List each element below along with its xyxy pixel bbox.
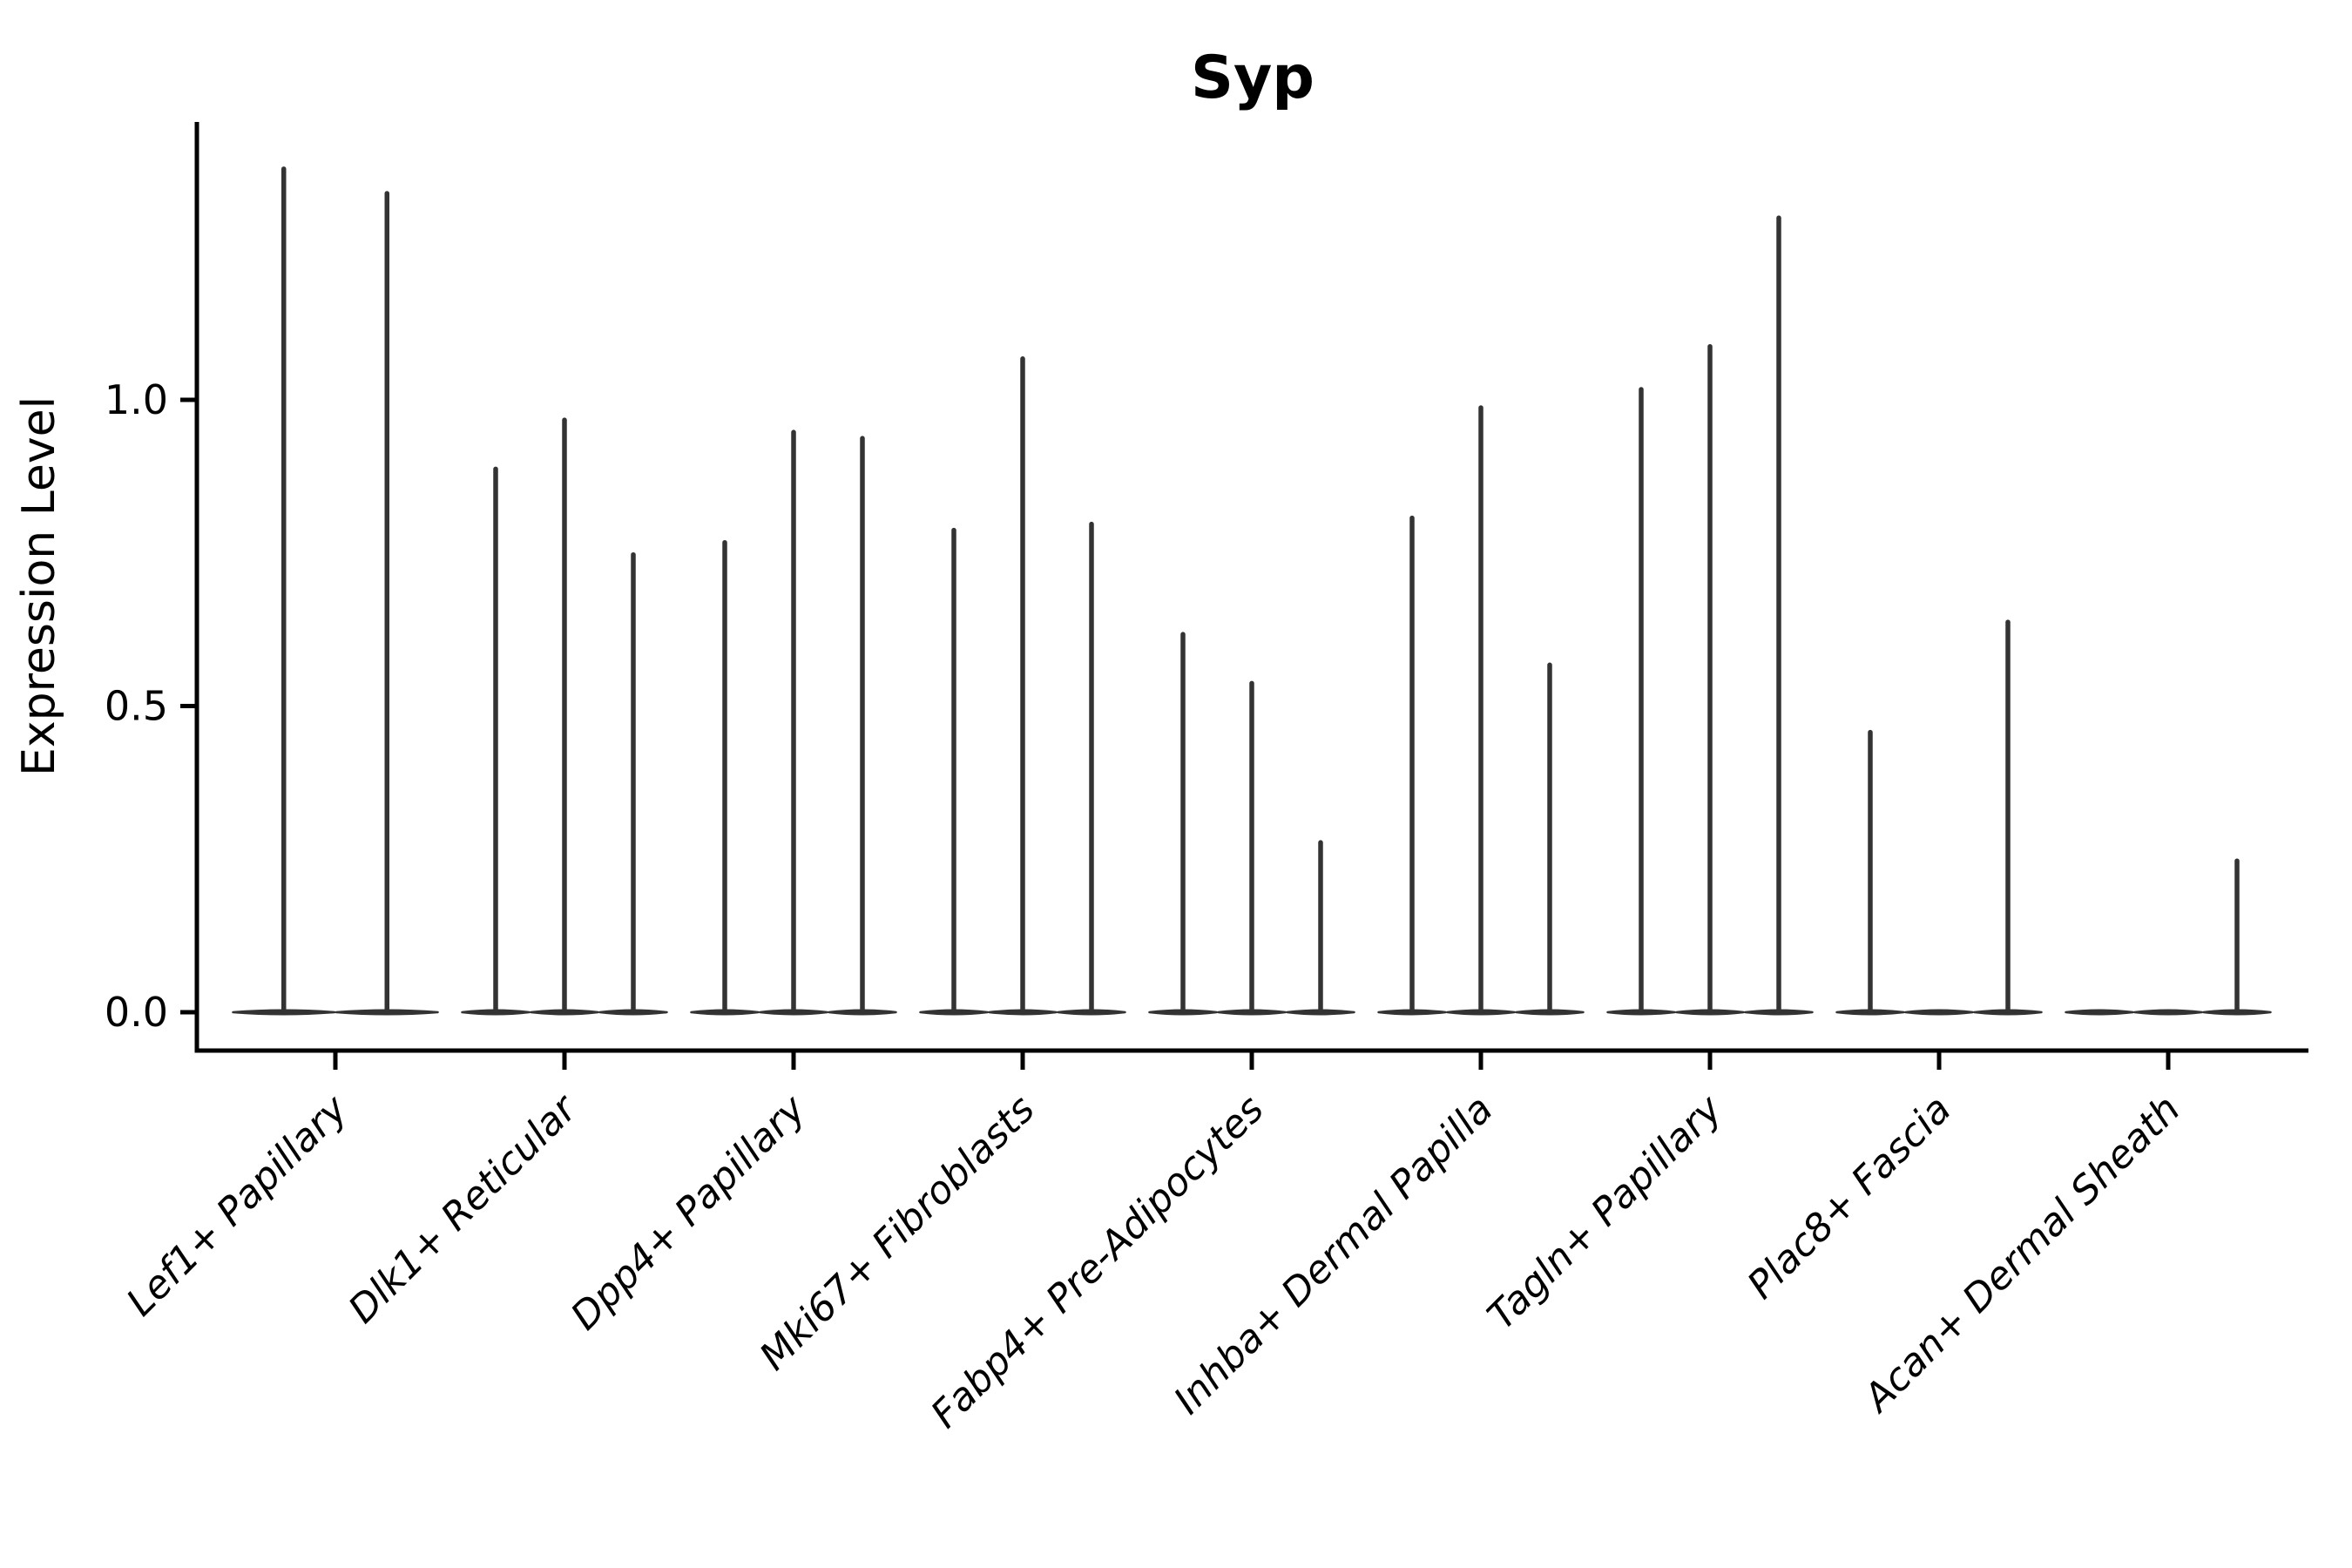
y-tick-label: 0.5 <box>105 683 168 730</box>
violin-body <box>2065 1009 2134 1016</box>
axes: 0.0 0.5 1.0 <box>105 122 2308 1053</box>
y-tick-label: 1.0 <box>105 376 168 423</box>
violin-body <box>1904 1009 1974 1016</box>
chart-title: Syp <box>1191 44 1315 112</box>
y-axis-label: Expression Level <box>13 396 65 776</box>
y-tick-label: 0.0 <box>105 989 168 1036</box>
violin-body <box>2133 1009 2203 1016</box>
